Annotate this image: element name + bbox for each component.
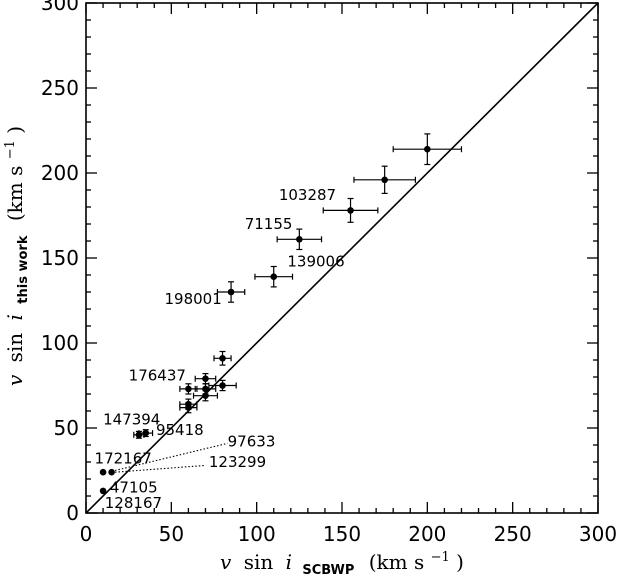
star-label: 95418 bbox=[156, 421, 204, 439]
x-tick-label: 100 bbox=[238, 522, 276, 546]
y-axis-label-unit: (km s bbox=[3, 166, 27, 222]
x-axis-label-exp: −1 bbox=[431, 550, 450, 565]
x-tick-label: 300 bbox=[579, 522, 617, 546]
plot-frame bbox=[85, 2, 599, 514]
data-point-group bbox=[322, 197, 379, 223]
data-point-group bbox=[216, 281, 246, 303]
x-axis-label-sub: SCBWP bbox=[302, 563, 354, 577]
data-points-layer bbox=[99, 133, 463, 495]
star-label: 47105 bbox=[110, 479, 158, 497]
data-point-group bbox=[276, 228, 323, 251]
data-point-group bbox=[392, 133, 463, 166]
data-point-group bbox=[254, 265, 294, 288]
one-to-one-line bbox=[85, 2, 599, 514]
star-label: 123299 bbox=[209, 453, 266, 471]
y-tick-label: 200 bbox=[41, 161, 79, 185]
data-point bbox=[227, 288, 235, 296]
star-label: 139006 bbox=[287, 253, 344, 271]
data-point-group bbox=[179, 383, 198, 395]
data-point bbox=[135, 431, 143, 439]
data-point bbox=[270, 273, 278, 281]
x-tick-label: 0 bbox=[80, 522, 93, 546]
x-axis-label: v sin i SCBWP (km s −1 ) bbox=[220, 542, 464, 577]
star-label: 176437 bbox=[129, 366, 186, 384]
y-tick-label: 150 bbox=[41, 246, 79, 270]
x-axis-label-mid: sin bbox=[244, 550, 274, 574]
data-point bbox=[99, 468, 107, 476]
data-point bbox=[185, 404, 192, 411]
y-axis-label: v sin i this work (km s −1 ) bbox=[0, 126, 32, 386]
data-point bbox=[185, 385, 192, 393]
star-label: 71155 bbox=[245, 215, 293, 233]
y-tick-label: 100 bbox=[41, 331, 79, 355]
star-label: 97633 bbox=[228, 433, 276, 451]
data-point bbox=[219, 382, 226, 389]
data-point-group bbox=[133, 430, 145, 439]
x-axis-label-inc: i bbox=[286, 550, 292, 574]
star-label: 172167 bbox=[95, 450, 152, 468]
x-axis-label-unit: (km s bbox=[369, 550, 425, 574]
y-axis-label-mid: sin bbox=[3, 333, 27, 363]
y-axis-label-exp: −1 bbox=[3, 140, 18, 159]
star-label: 198001 bbox=[165, 290, 222, 308]
star-label: 128167 bbox=[105, 494, 162, 512]
data-point-group bbox=[213, 350, 232, 366]
data-point bbox=[347, 207, 354, 214]
y-tick-label: 50 bbox=[54, 416, 79, 440]
data-point-group bbox=[208, 379, 237, 392]
data-point-group bbox=[108, 468, 115, 476]
x-axis-label-close: ) bbox=[456, 550, 464, 574]
data-point bbox=[381, 176, 388, 184]
data-point bbox=[108, 468, 115, 476]
y-axis-label-var: v bbox=[3, 374, 27, 386]
data-point-group bbox=[99, 487, 107, 495]
leader-lines-layer bbox=[114, 442, 228, 473]
data-point bbox=[142, 429, 150, 437]
y-tick-label: 0 bbox=[66, 501, 79, 525]
y-axis-label-sub: this work bbox=[16, 235, 31, 304]
x-axis-label-var: v bbox=[220, 550, 232, 574]
y-axis-label-close: ) bbox=[3, 126, 27, 134]
star-labels-layer: 103287 71155 139006 198001 176437 14739495418… bbox=[95, 186, 345, 512]
ticks-layer: 0 50 100 150 200 250 300 0 50 100 150 200 250 300 bbox=[41, 0, 617, 546]
data-point-group bbox=[99, 468, 107, 476]
data-point bbox=[99, 487, 107, 495]
y-axis-label-inc: i bbox=[3, 314, 27, 320]
data-point-group bbox=[192, 390, 219, 402]
x-tick-label: 150 bbox=[323, 522, 361, 546]
y-tick-label: 300 bbox=[41, 0, 79, 15]
star-label: 147394 bbox=[103, 411, 160, 429]
label-leader-line bbox=[114, 464, 206, 473]
x-tick-label: 200 bbox=[408, 522, 446, 546]
y-tick-label: 250 bbox=[41, 76, 79, 100]
data-point bbox=[202, 392, 209, 400]
data-point-group bbox=[179, 401, 198, 414]
data-point-group bbox=[353, 165, 416, 194]
x-tick-label: 50 bbox=[159, 522, 184, 546]
x-tick-label: 250 bbox=[494, 522, 532, 546]
data-point bbox=[202, 375, 209, 383]
data-point bbox=[219, 355, 226, 362]
reference-line-layer bbox=[85, 2, 599, 514]
data-point bbox=[296, 236, 303, 243]
data-point bbox=[424, 145, 431, 153]
star-label: 103287 bbox=[279, 186, 336, 204]
